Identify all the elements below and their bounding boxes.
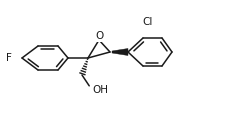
Text: OH: OH: [92, 85, 108, 95]
Text: O: O: [95, 31, 103, 41]
Text: Cl: Cl: [143, 17, 153, 27]
Polygon shape: [112, 49, 128, 55]
Text: F: F: [6, 53, 12, 63]
